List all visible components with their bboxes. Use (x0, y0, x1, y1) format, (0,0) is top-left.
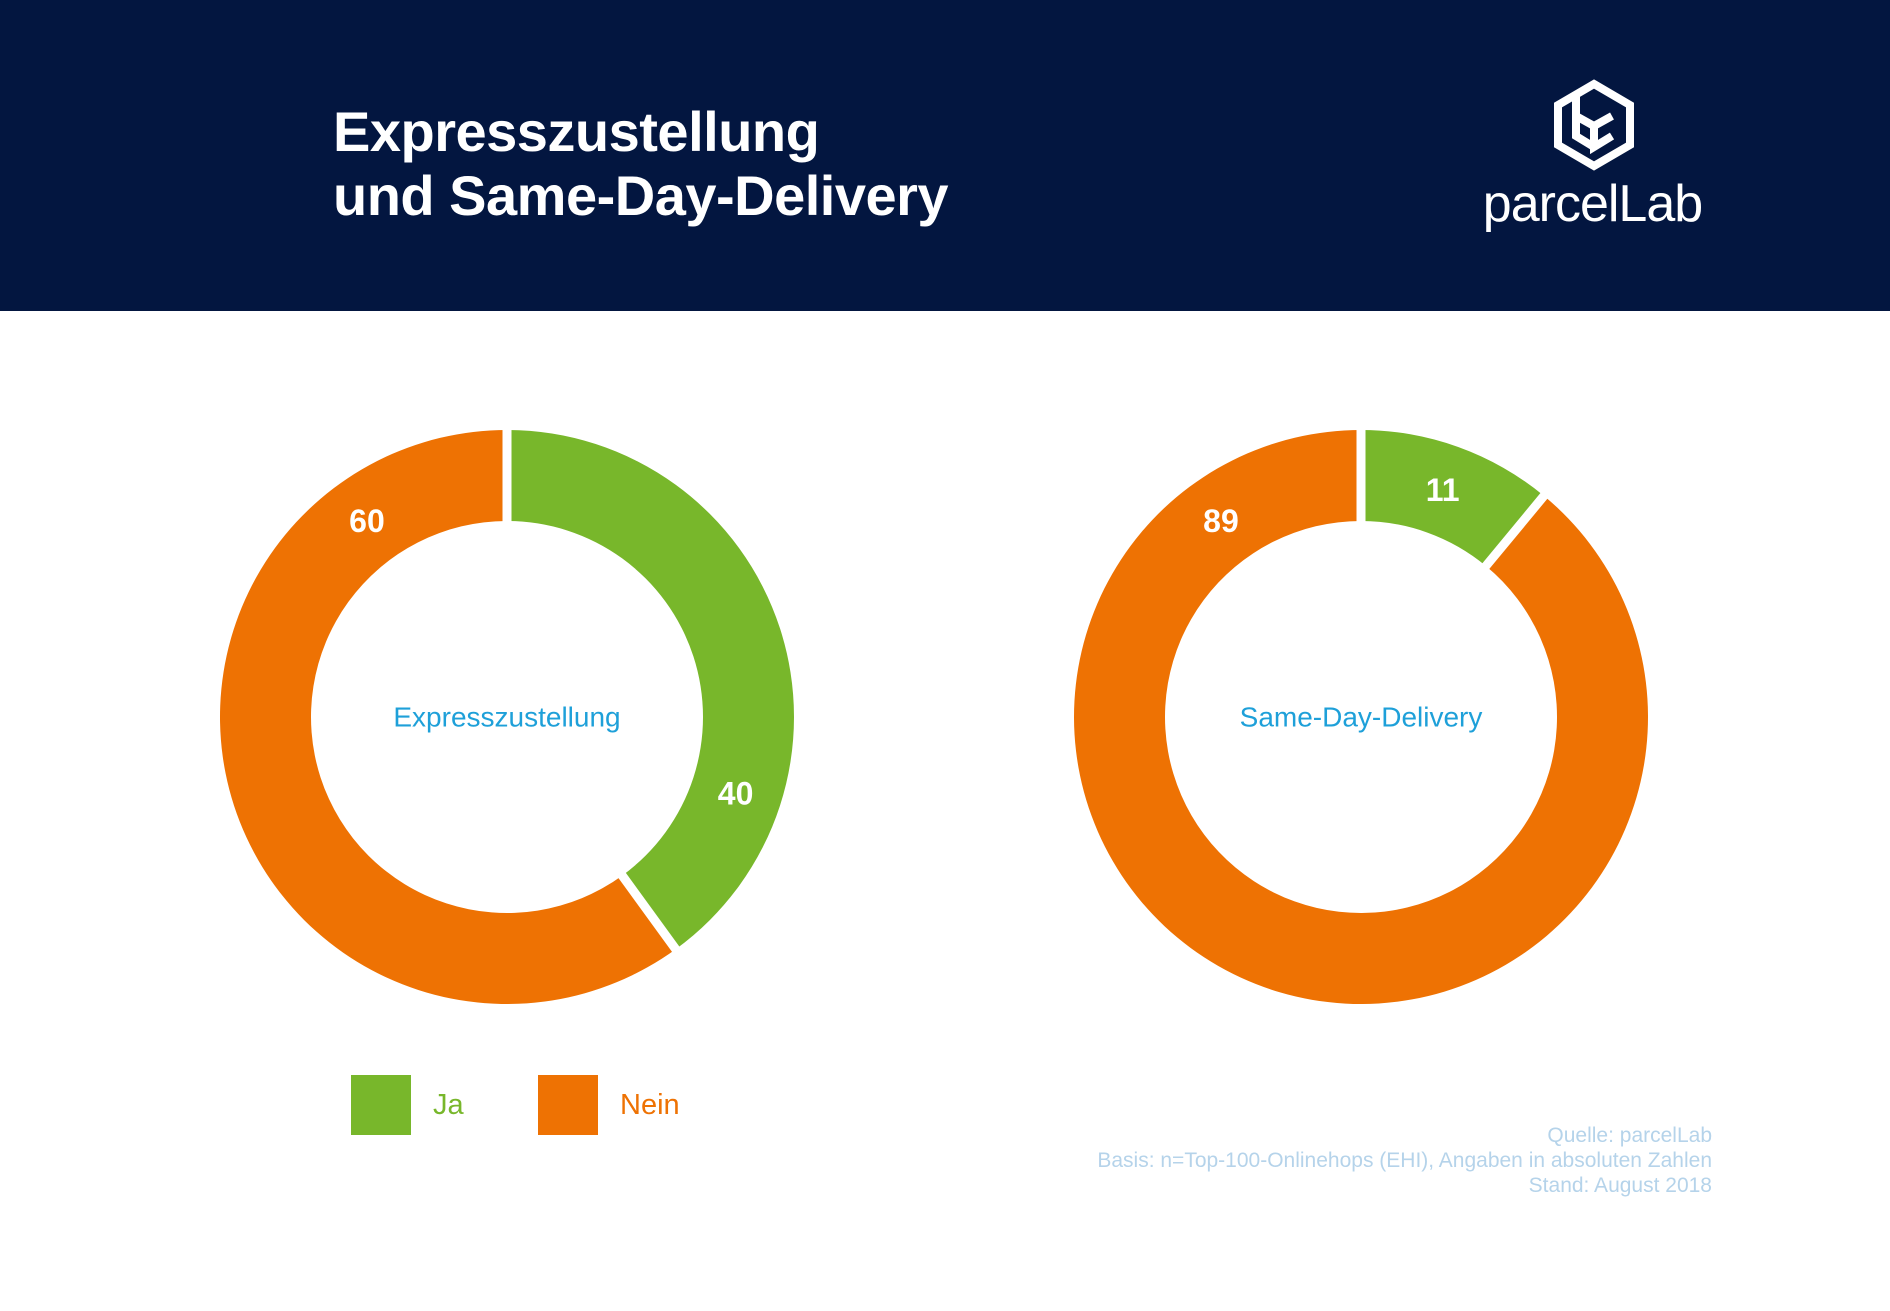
legend-swatch-ja (351, 1075, 411, 1135)
donut-1-slice-nein (219, 430, 676, 1005)
donut-1-slice-ja (507, 430, 794, 950)
donut-1-separator-2 (616, 869, 682, 956)
donut-2-slice-nein (1073, 430, 1648, 1005)
donut-2-center-label: Same-Day-Delivery (1240, 702, 1483, 733)
donut-1-value-label-nein: 60 (349, 503, 385, 539)
title-line-2: und Same-Day-Delivery (333, 164, 949, 227)
donut-2-value-label-nein: 89 (1203, 503, 1239, 539)
source-line-3: Stand: August 2018 (1528, 1174, 1712, 1197)
title-line-1: Expresszustellung (333, 100, 820, 163)
legend-label-ja: Ja (433, 1089, 464, 1121)
source-line-2: Basis: n=Top-100-Onlinehops (EHI), Angab… (1097, 1149, 1712, 1172)
source-line-1: Quelle: parcelLab (1547, 1124, 1712, 1147)
donut-1-center-label: Expresszustellung (393, 702, 620, 733)
donut-charts: 40 60 Expresszustellung 11 89 Same-Day-Delive… (219, 426, 1648, 1005)
parcellab-logo: parcelLab (1470, 78, 1715, 238)
legend-swatch-nein (538, 1075, 598, 1135)
logo-text: parcelLab (1482, 175, 1703, 233)
legend-label-nein: Nein (620, 1089, 680, 1121)
page-title: Expresszustellung und Same-Day-Delivery (333, 100, 949, 228)
donut-2-value-label-ja: 11 (1426, 472, 1460, 508)
donut-2-separator-2 (1479, 489, 1550, 572)
donut-1-value-label-ja: 40 (718, 775, 754, 811)
donut-2-slice-ja (1361, 430, 1544, 566)
source-note: Quelle: parcelLab Basis: n=Top-100-Onlin… (1097, 1123, 1712, 1198)
header-banner: Expresszustellung und Same-Day-Delivery … (0, 0, 1890, 311)
parcellab-cube-icon (1554, 79, 1634, 171)
